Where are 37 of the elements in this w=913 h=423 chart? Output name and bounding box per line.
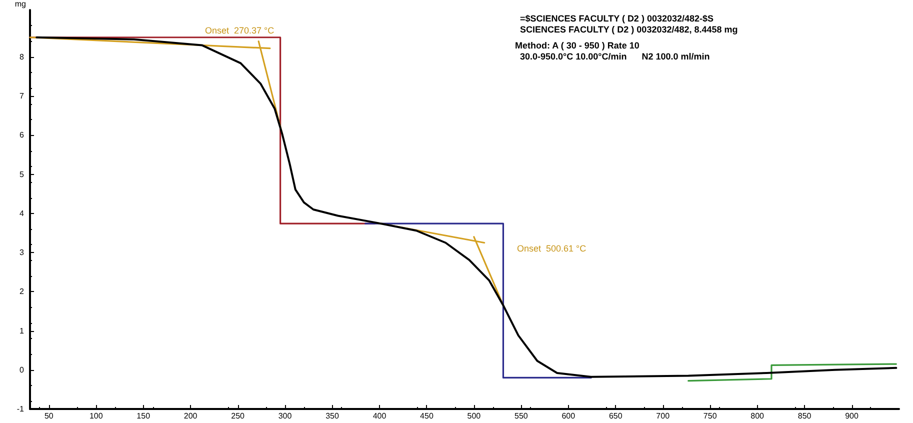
x-tick-label: 750: [703, 412, 718, 420]
annotation: Onset 500.61 °C: [517, 244, 587, 254]
x-tick-label: 300: [278, 412, 292, 420]
x-tick-label: 200: [184, 412, 198, 420]
y-tick-label: 2: [20, 287, 25, 296]
x-tick-label: 800: [750, 412, 765, 420]
y-axis-title: mg: [14, 0, 26, 8]
annotation: Onset 270.37 °C: [205, 26, 275, 36]
y-tick-label: -1: [16, 404, 25, 414]
x-tick-label: 450: [420, 412, 434, 420]
x-tick-label: 400: [372, 412, 387, 420]
y-tick-label: 5: [20, 170, 25, 179]
x-tick-label: 150: [136, 412, 151, 420]
x-tick-label: 250: [231, 412, 246, 420]
line-series: [36, 36, 898, 378]
annotation: Method: A ( 30 - 950 ) Rate 10: [515, 40, 640, 50]
x-tick-label: 900: [845, 412, 859, 420]
annotation: 30.0-950.0°C 10.00°C/min N2 100.0 ml/min: [520, 52, 710, 62]
x-tick-label: 50: [44, 412, 54, 420]
x-tick-label: 600: [562, 412, 576, 420]
x-tick-label: 350: [326, 412, 340, 420]
line-series: [688, 363, 897, 382]
x-tick-label: 650: [608, 412, 623, 420]
x-tick-label: 100: [89, 412, 104, 420]
y-tick-label: 4: [20, 208, 25, 218]
y-tick-label: 1: [20, 326, 25, 336]
x-tick-label: 550: [514, 412, 528, 420]
y-tick-label: 6: [20, 130, 25, 140]
y-tick-label: 7: [20, 92, 25, 101]
y-tick-label: 3: [20, 248, 25, 258]
x-tick-label: 700: [656, 412, 670, 420]
y-tick-label: 0: [20, 365, 25, 374]
x-tick-label: 500: [467, 412, 482, 420]
annotation: SCIENCES FACULTY ( D2 ) 0032032/482, 8.4458 mg: [520, 24, 738, 34]
annotation: =$SCIENCES FACULTY ( D2 ) 0032032/482-$S: [520, 14, 714, 24]
x-tick-label: 850: [798, 412, 812, 420]
y-tick-label: 8: [20, 52, 25, 62]
